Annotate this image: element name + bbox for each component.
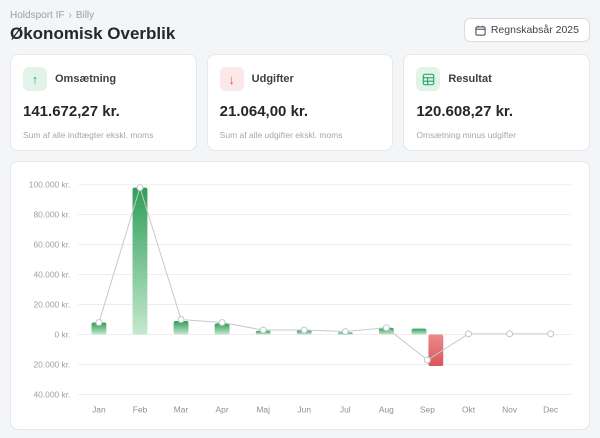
arrow-up-icon: ↑ — [23, 67, 47, 91]
svg-text:Jun: Jun — [297, 404, 311, 414]
svg-text:20.000 kr.: 20.000 kr. — [33, 359, 70, 369]
arrow-down-icon: ↓ — [219, 67, 244, 91]
card-resultat-label: Resultat — [448, 73, 492, 85]
finance-chart: 100.000 kr. 80.000 kr. 60.000 kr. 40.000 kr… — [29, 180, 572, 414]
card-omsaetning-value: 141.672,27 kr. — [23, 103, 120, 120]
svg-text:60.000 kr.: 60.000 kr. — [33, 240, 70, 250]
svg-text:Aug: Aug — [379, 404, 394, 414]
svg-text:100.000 kr.: 100.000 kr. — [29, 180, 71, 190]
svg-text:Okt: Okt — [462, 404, 476, 414]
breadcrumb: Holdsport IF › Billy — [10, 10, 175, 21]
svg-text:0 kr.: 0 kr. — [55, 329, 71, 339]
card-omsaetning: ↑ Omsætning 141.672,27 kr. Sum af alle i… — [10, 54, 197, 151]
spreadsheet-icon — [416, 67, 441, 91]
card-resultat-value: 120.608,27 kr. — [416, 103, 514, 120]
card-resultat-subtitle: Omsætning minus udgifter — [416, 130, 517, 140]
breadcrumb-holdsport[interactable]: Holdsport IF — [10, 10, 65, 21]
svg-text:20.000 kr.: 20.000 kr. — [33, 299, 70, 309]
svg-text:Apr: Apr — [216, 404, 229, 414]
svg-text:40.000 kr.: 40.000 kr. — [33, 389, 70, 399]
svg-text:Jul: Jul — [340, 404, 351, 414]
fiscal-year-button[interactable]: Regnskabsår 2025 — [463, 18, 590, 42]
breadcrumb-separator: › — [68, 10, 72, 21]
svg-text:Nov: Nov — [502, 404, 518, 414]
kpi-cards: ↑ Omsætning 141.672,27 kr. Sum af alle i… — [10, 54, 591, 151]
card-resultat: Resultat 120.608,27 kr. Omsætning minus … — [403, 54, 591, 151]
card-udgifter-label: Udgifter — [251, 73, 294, 85]
card-udgifter-subtitle: Sum af alle udgifter ekskl. moms — [219, 130, 343, 140]
card-omsaetning-subtitle: Sum af alle indtægter ekskl. moms — [23, 130, 154, 140]
breadcrumb-billy[interactable]: Billy — [75, 10, 95, 21]
card-omsaetning-label: Omsætning — [55, 73, 117, 85]
svg-text:Feb: Feb — [133, 404, 148, 414]
svg-text:80.000 kr.: 80.000 kr. — [33, 210, 70, 220]
fiscal-year-label: Regnskabsår 2025 — [490, 24, 579, 36]
card-udgifter-value: 21.064,00 kr. — [219, 103, 309, 120]
card-udgifter: ↓ Udgifter 21.064,00 kr. Sum af alle udg… — [206, 54, 394, 151]
header-left: Holdsport IF › Billy Økonomisk Overblik — [10, 10, 175, 44]
svg-text:Mar: Mar — [174, 404, 189, 414]
svg-text:Jan: Jan — [92, 404, 106, 414]
finance-chart-card: 100.000 kr. 80.000 kr. 60.000 kr. 40.000 kr… — [10, 161, 590, 430]
svg-text:Dec: Dec — [543, 404, 558, 414]
svg-text:40.000 kr.: 40.000 kr. — [33, 270, 70, 280]
page-header: Holdsport IF › Billy Økonomisk Overblik … — [10, 10, 590, 44]
svg-text:Sep: Sep — [420, 404, 435, 414]
page-title: Økonomisk Overblik — [10, 24, 176, 43]
calendar-icon — [475, 25, 486, 36]
svg-text:Maj: Maj — [256, 404, 270, 414]
